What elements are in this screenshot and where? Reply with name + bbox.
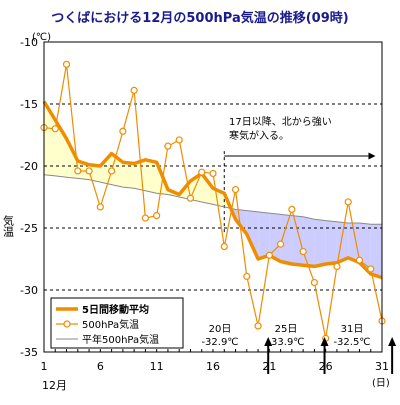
annotation-line-2: 寒気が入る。 [229,129,289,142]
y-unit-label: (℃) [32,32,51,43]
observed-point [277,240,285,248]
cold-anomaly-fill [280,214,292,264]
x-tick-label: 16 [206,360,220,373]
legend-ma-label: 5日間移動平均 [82,303,149,316]
observed-point [265,251,273,259]
callout-value-label: -33.9℃ [267,337,304,348]
observed-point [62,60,71,68]
x-tick-label: 6 [97,360,104,373]
warm-anomaly-fill [201,173,213,205]
cold-anomaly-fill [325,220,337,264]
observed-point [254,322,262,330]
callouts: 20日 -32.9℃ 25日 -33.9℃ 31日 -32.5℃ [201,324,397,374]
legend-normal-label: 平年500hPa気温 [82,333,159,346]
moving-average-line [42,100,383,280]
x-tick-label: 11 [150,360,164,373]
observed-point [51,125,59,133]
observed-point [355,256,364,264]
legend-box [50,297,184,349]
observed-point [231,185,240,194]
x-tick-label: 1 [41,360,48,373]
observed-point [74,167,82,175]
callout-arrow-head [264,337,273,346]
legend-observed-marker [63,320,71,328]
observed-point [175,136,183,144]
month-label: 12月 [42,379,67,392]
callout-day-label: 25日 [275,324,298,335]
warm-anomaly-fill [44,101,56,176]
cold-anomaly-fill [303,216,315,267]
observed-point [299,247,307,256]
cold-anomaly-fill [370,224,382,278]
observed-point [243,272,251,280]
observed-point [288,205,296,213]
callout-day-label: 31日 [341,324,364,335]
observed-point [333,262,341,271]
observed-point [85,167,93,175]
axes: -10-15-20-25-30-351 6 11 16 21 26 31 [20,36,389,373]
observed-point [130,86,138,94]
warm-anomaly-fill [66,138,78,179]
observed-point [107,167,116,175]
annotation-arrow-head [368,152,376,160]
warm-anomaly-fill [145,159,157,194]
y-tick-label: -30 [20,284,38,297]
x-tick-label: 31 [375,360,389,373]
observed-point [96,203,104,211]
y-tick-label: -25 [20,222,38,235]
series-layer [40,60,386,342]
observed-point [367,265,375,273]
callout-day-label: 20日 [209,324,232,335]
cold-anomaly-fill [246,210,259,259]
x-unit-label: (日) [372,378,390,389]
observed-point [153,212,161,220]
legend-observed-label: 500hPa気温 [82,318,139,331]
callout-arrow-head [388,337,397,346]
x-tick-label: 26 [319,360,333,373]
observed-point [186,194,195,202]
annotations: 17日以降、北から強い 寒気が入る。 [224,115,376,160]
cold-anomaly-fill [269,213,281,262]
y-tick-label: -15 [20,98,38,111]
cold-anomaly-fill [314,219,326,267]
y-tick-label: -35 [20,346,38,359]
warm-anomaly-fill [122,162,135,189]
callout-value-label: -32.5℃ [333,337,370,348]
observed-point [141,214,149,222]
normal-temperature-line [43,174,382,225]
observed-point [344,198,352,206]
cold-anomaly-fill [258,211,270,259]
annotation-line-1: 17日以降、北から強い [229,115,332,128]
cold-anomaly-fill [348,223,360,263]
cold-anomaly-fill [291,215,304,266]
chart-title: つくばにおける12月の500hPa気温の推移(09時) [51,10,348,26]
x-tick-label: 21 [262,360,276,373]
observed-point [164,142,172,150]
observed-point [119,127,127,135]
observed-point [220,243,228,251]
y-tick-label: -20 [20,160,38,173]
observed-point [209,169,217,178]
callout-arrow-head [320,337,329,346]
observed-point [198,168,206,176]
callout-value-label: -32.9℃ [201,337,238,348]
observed-point [310,278,318,287]
y-tick-label: -10 [20,36,38,49]
warm-anomaly-fill [100,153,112,185]
y-axis-label: 気温 [2,214,15,237]
